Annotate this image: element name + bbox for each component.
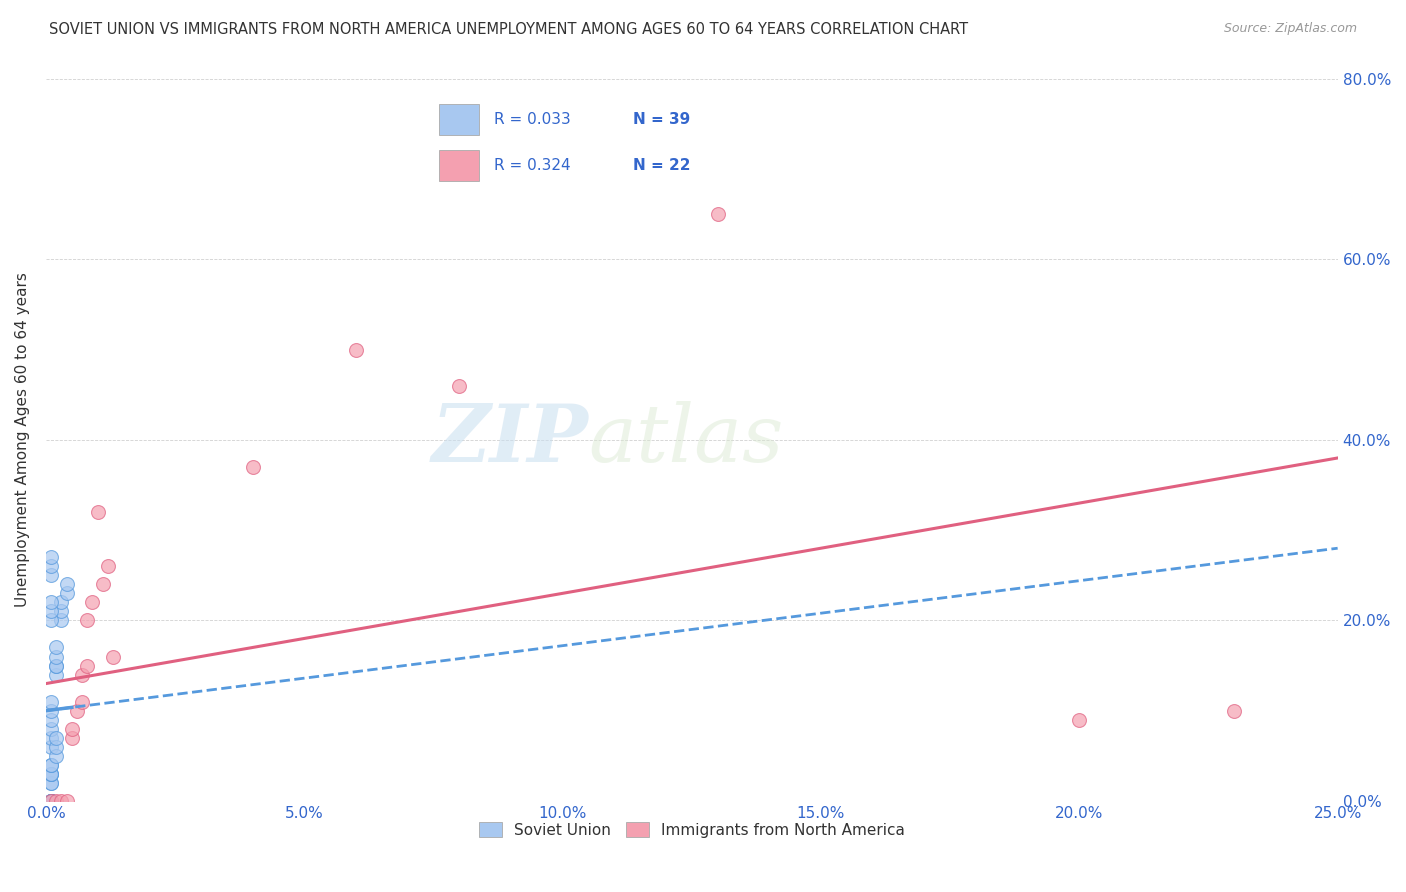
Point [70, 695, 93, 709]
Point [39, 695, 62, 709]
Point [39, 794, 62, 808]
Point [97, 559, 120, 574]
Point [39, 559, 62, 574]
Point [45, 667, 67, 681]
Point [39, 766, 62, 780]
Point [39, 550, 62, 565]
Point [39, 794, 62, 808]
Point [45, 739, 67, 754]
Point [39, 731, 62, 745]
Point [51, 614, 73, 628]
Point [70, 667, 93, 681]
Point [39, 794, 62, 808]
Point [51, 604, 73, 618]
Point [91, 577, 114, 591]
Point [1223, 704, 1246, 718]
Point [45, 658, 67, 673]
Point [76, 614, 98, 628]
Point [101, 649, 124, 664]
Point [449, 378, 471, 392]
Point [51, 595, 73, 609]
Point [706, 207, 728, 221]
Point [39, 794, 62, 808]
Point [60, 731, 83, 745]
Point [39, 794, 62, 808]
Point [39, 794, 62, 808]
Point [45, 658, 67, 673]
Point [242, 460, 264, 475]
Point [55, 577, 77, 591]
Point [60, 722, 83, 736]
Point [76, 658, 98, 673]
Point [82, 595, 104, 609]
Point [39, 595, 62, 609]
Point [66, 704, 89, 718]
Point [39, 757, 62, 772]
Point [39, 776, 62, 790]
Point [39, 739, 62, 754]
Y-axis label: Unemployment Among Ages 60 to 64 years: Unemployment Among Ages 60 to 64 years [15, 272, 30, 607]
Point [39, 766, 62, 780]
Point [45, 731, 67, 745]
Point [45, 794, 67, 808]
Text: atlas: atlas [589, 401, 785, 479]
Point [39, 794, 62, 808]
Point [39, 766, 62, 780]
Point [39, 568, 62, 582]
Point [344, 343, 367, 357]
Point [39, 776, 62, 790]
Legend: Soviet Union, Immigrants from North America: Soviet Union, Immigrants from North Amer… [472, 815, 911, 844]
Text: Source: ZipAtlas.com: Source: ZipAtlas.com [1223, 22, 1357, 36]
Point [39, 794, 62, 808]
Point [45, 640, 67, 655]
Point [1069, 713, 1091, 727]
Point [86, 505, 108, 519]
Point [45, 649, 67, 664]
Text: ZIP: ZIP [432, 401, 589, 479]
Point [39, 704, 62, 718]
Point [55, 794, 77, 808]
Point [39, 722, 62, 736]
Point [39, 614, 62, 628]
Point [39, 604, 62, 618]
Point [39, 713, 62, 727]
Text: SOVIET UNION VS IMMIGRANTS FROM NORTH AMERICA UNEMPLOYMENT AMONG AGES 60 TO 64 Y: SOVIET UNION VS IMMIGRANTS FROM NORTH AM… [49, 22, 969, 37]
Point [39, 757, 62, 772]
Point [45, 748, 67, 763]
Point [55, 586, 77, 600]
Point [51, 794, 73, 808]
